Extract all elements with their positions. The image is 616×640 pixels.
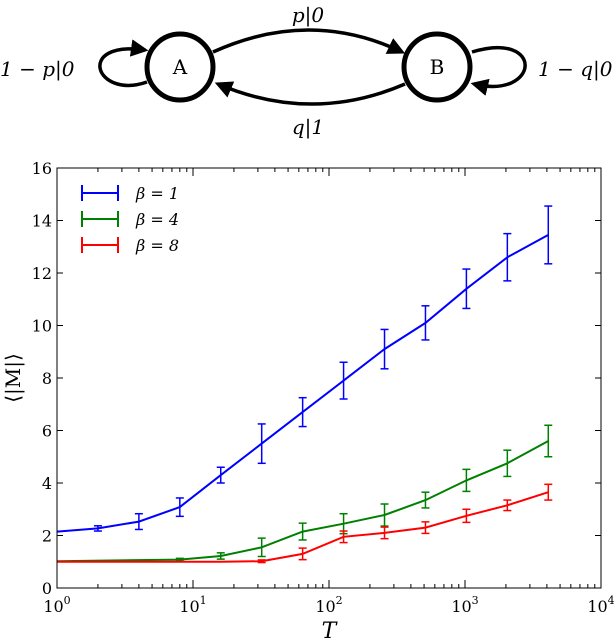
state-b-label: B [430, 55, 445, 79]
x-tick-label: 104 [587, 594, 614, 616]
series-3 [57, 483, 553, 564]
legend: β = 1 β = 4 β = 8 [81, 184, 179, 255]
ticks-layer: 0 2 4 6 8 10 12 14 16 100 101 102 103 104 [32, 159, 615, 616]
x-axis-label: T [322, 619, 339, 640]
self-loop-a-label: 1 − p|0 [0, 57, 75, 82]
y-axis-label: ⟨|M|⟩ [1, 353, 26, 403]
x-tick-label: 101 [179, 594, 206, 616]
series-layer [56, 205, 553, 564]
y-tick-label: 10 [32, 317, 52, 336]
y-tick-label: 6 [42, 422, 52, 441]
self-loop-a [98, 39, 149, 88]
series-line [56, 440, 549, 563]
y-tick-label: 8 [42, 369, 52, 388]
edge-a-to-b [212, 28, 406, 54]
self-loop-b [470, 45, 527, 96]
edge-b-to-a [214, 81, 406, 106]
y-tick-label: 4 [42, 474, 52, 493]
series-1 [56, 205, 553, 533]
series-line [56, 234, 549, 533]
edge-a-to-b-label: p|0 [292, 3, 325, 28]
state-a-node [144, 31, 216, 103]
y-tick-label: 14 [32, 212, 52, 231]
y-tick-label: 12 [32, 264, 52, 283]
edge-b-to-a-label: q|1 [292, 115, 324, 140]
y-tick-label: 16 [32, 159, 52, 178]
series-2 [56, 424, 553, 563]
y-tick-label: 2 [42, 527, 52, 546]
x-tick-label: 102 [315, 594, 342, 616]
legend-label: β = 1 [135, 184, 179, 203]
x-tick-label: 103 [451, 594, 478, 616]
x-tick-label: 100 [43, 594, 70, 616]
state-a-label: A [172, 55, 188, 79]
series-line [57, 491, 549, 563]
legend-label: β = 4 [135, 210, 179, 229]
legend-label: β = 8 [135, 236, 179, 255]
y-tick-label: 0 [42, 579, 52, 598]
state-diagram: A B p|0 q|1 1 − p|0 1 − q|0 [0, 3, 613, 140]
state-b-node [401, 31, 473, 103]
self-loop-b-label: 1 − q|0 [538, 57, 613, 82]
